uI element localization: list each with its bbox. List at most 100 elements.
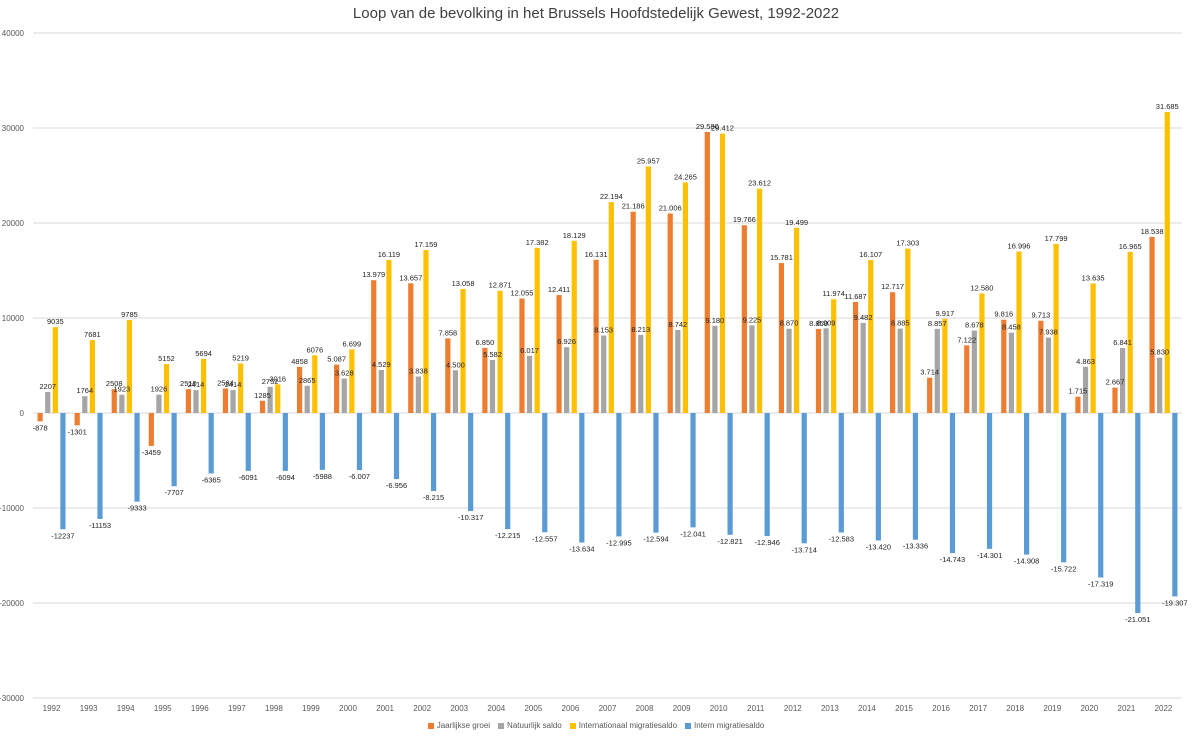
data-label: 11.687 bbox=[844, 292, 866, 301]
data-label: 2510 bbox=[180, 379, 197, 388]
x-tick-label: 2008 bbox=[636, 704, 654, 713]
data-label: 6.850 bbox=[476, 338, 495, 347]
bar bbox=[334, 364, 340, 413]
bar bbox=[890, 292, 896, 413]
data-label: 16.107 bbox=[859, 250, 882, 259]
bar bbox=[1090, 283, 1096, 413]
data-label: 18.538 bbox=[1141, 227, 1164, 236]
bar bbox=[415, 376, 421, 413]
data-label: 19.766 bbox=[733, 215, 756, 224]
x-tick-label: 2019 bbox=[1043, 704, 1061, 713]
bar bbox=[571, 240, 577, 413]
bar bbox=[875, 413, 881, 541]
bar bbox=[1045, 337, 1052, 413]
bar bbox=[868, 259, 874, 413]
bar bbox=[193, 390, 199, 413]
data-label: 21.186 bbox=[622, 202, 645, 211]
bar bbox=[1016, 251, 1022, 413]
data-label: 8.850 bbox=[809, 319, 828, 328]
bars bbox=[37, 111, 1178, 613]
data-label: 5.087 bbox=[327, 355, 346, 364]
bar bbox=[378, 369, 384, 413]
bar bbox=[638, 334, 644, 413]
x-tick-label: 2000 bbox=[339, 704, 357, 713]
bar bbox=[452, 370, 459, 413]
bar bbox=[667, 213, 673, 413]
bar bbox=[712, 325, 718, 413]
bar bbox=[727, 413, 733, 535]
data-label: -6091 bbox=[239, 473, 258, 482]
bar bbox=[37, 413, 43, 422]
bar bbox=[200, 358, 207, 413]
bar bbox=[1164, 111, 1170, 414]
bar bbox=[89, 340, 95, 413]
bar bbox=[319, 413, 325, 470]
data-label: 7.938 bbox=[1039, 328, 1058, 337]
bar bbox=[542, 413, 548, 533]
data-label: 1764 bbox=[76, 386, 93, 395]
bar bbox=[934, 328, 940, 413]
data-label: 7.858 bbox=[438, 328, 457, 337]
data-label: -11153 bbox=[89, 521, 111, 530]
data-label: 1926 bbox=[151, 385, 168, 394]
x-tick-label: 2014 bbox=[858, 704, 876, 713]
data-label: -12.995 bbox=[606, 538, 631, 547]
bar bbox=[259, 400, 266, 413]
bar bbox=[616, 413, 622, 537]
bar bbox=[778, 263, 785, 413]
bar bbox=[749, 325, 755, 413]
bar bbox=[393, 413, 400, 480]
data-label: 6.699 bbox=[342, 339, 361, 348]
data-label: 8.678 bbox=[965, 321, 984, 330]
y-tick-label: -20000 bbox=[0, 599, 25, 608]
legend-label: Natuurlijk saldo bbox=[507, 721, 562, 730]
bar bbox=[148, 413, 154, 446]
data-label: 16.119 bbox=[378, 250, 400, 259]
bar bbox=[1172, 413, 1178, 597]
bar bbox=[304, 385, 310, 413]
data-label: 4858 bbox=[291, 357, 308, 366]
data-label: -12.041 bbox=[680, 529, 705, 538]
bar bbox=[267, 386, 273, 413]
x-tick-label: 2011 bbox=[747, 704, 765, 713]
bar bbox=[1075, 396, 1081, 413]
bar bbox=[134, 413, 140, 502]
x-tick-label: 2004 bbox=[487, 704, 505, 713]
bar bbox=[794, 227, 800, 413]
data-label: 17.799 bbox=[1045, 234, 1068, 243]
bar bbox=[838, 413, 844, 533]
data-label: 2207 bbox=[39, 382, 56, 391]
bar bbox=[356, 413, 363, 471]
data-label: 2865 bbox=[299, 376, 316, 385]
x-tick-label: 2005 bbox=[524, 704, 542, 713]
data-label: 8.885 bbox=[891, 319, 910, 328]
bar bbox=[682, 182, 689, 413]
bar bbox=[764, 413, 770, 536]
data-label: 16.996 bbox=[1008, 242, 1031, 251]
data-label: 8.153 bbox=[594, 326, 613, 335]
data-label: -5988 bbox=[313, 472, 332, 481]
bar bbox=[526, 355, 533, 413]
data-label: 24.265 bbox=[674, 172, 697, 181]
y-axis: -30000 -20000 -10000 0 10000 20000 30000 40000 bbox=[0, 29, 25, 703]
bar bbox=[119, 394, 125, 413]
legend: Jaarlijkse groei Natuurlijk saldo Internat… bbox=[0, 721, 1192, 730]
data-label: -17.319 bbox=[1088, 580, 1113, 589]
x-tick-label: 2013 bbox=[821, 704, 839, 713]
bar bbox=[801, 413, 807, 544]
bar bbox=[74, 413, 80, 426]
y-tick-label: -10000 bbox=[0, 504, 25, 513]
bar bbox=[60, 413, 66, 530]
data-label: -12237 bbox=[51, 531, 74, 540]
bar bbox=[756, 188, 763, 413]
bar bbox=[823, 328, 829, 413]
data-label: 4.500 bbox=[446, 360, 465, 369]
y-tick-label: 0 bbox=[20, 409, 25, 418]
bar bbox=[1008, 332, 1015, 413]
data-label: 1.715 bbox=[1069, 387, 1088, 396]
x-tick-label: 1997 bbox=[228, 704, 246, 713]
bar bbox=[1149, 236, 1155, 413]
bar bbox=[497, 290, 503, 413]
x-tick-label: 2016 bbox=[932, 704, 950, 713]
